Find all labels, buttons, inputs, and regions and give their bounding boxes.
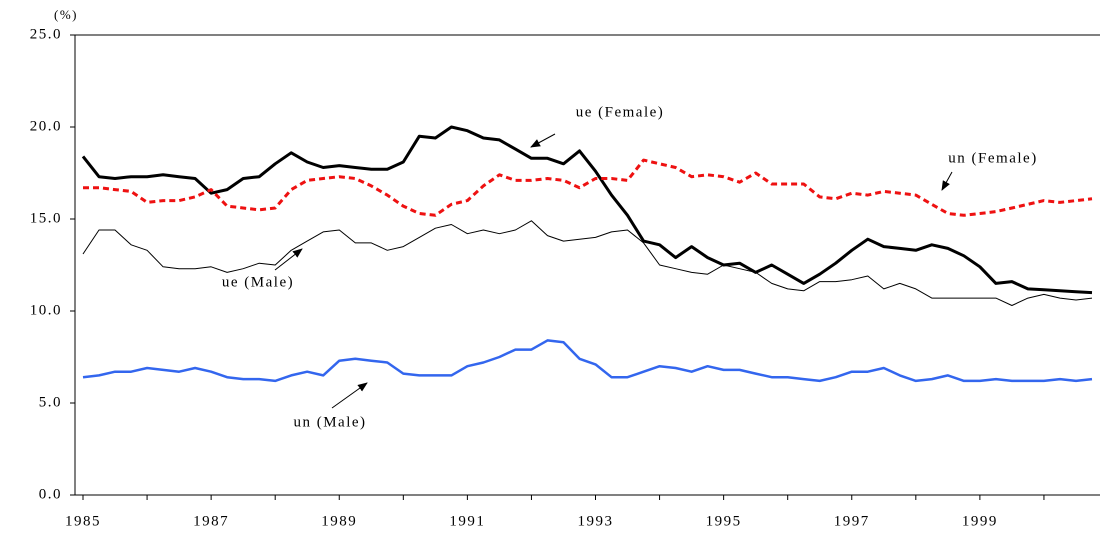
x-tick-label: 1991	[449, 513, 485, 529]
x-tick-label: 1999	[962, 513, 998, 529]
series-label: un (Male)	[293, 414, 366, 430]
x-tick-label: 1997	[834, 513, 870, 529]
x-tick-label: 1985	[65, 513, 101, 529]
y-tick-label: 10.0	[30, 302, 62, 318]
series-line	[82, 220, 1093, 306]
y-tick-label: 25.0	[30, 26, 62, 42]
x-tick-label: 1989	[321, 513, 357, 529]
y-tick-label: 0.0	[39, 486, 62, 502]
y-tick-label: 5.0	[39, 394, 62, 410]
series-line	[82, 339, 1093, 383]
annotation-arrow	[274, 248, 303, 271]
x-tick-label: 1995	[706, 513, 742, 529]
annotation-arrow	[331, 382, 368, 409]
y-axis-unit: (%)	[54, 7, 78, 22]
annotation-arrow	[941, 171, 953, 191]
series-line	[83, 158, 1093, 217]
series-label: ue (Female)	[576, 104, 665, 120]
y-tick-label: 20.0	[30, 118, 62, 134]
annotation-arrow	[530, 133, 556, 148]
x-tick-label: 1993	[578, 513, 614, 529]
y-tick-label: 15.0	[30, 210, 62, 226]
series-label: un (Female)	[948, 150, 1037, 166]
x-tick-label: 1987	[193, 513, 229, 529]
series-label: ue (Male)	[222, 274, 294, 290]
series-line	[81, 125, 1093, 295]
